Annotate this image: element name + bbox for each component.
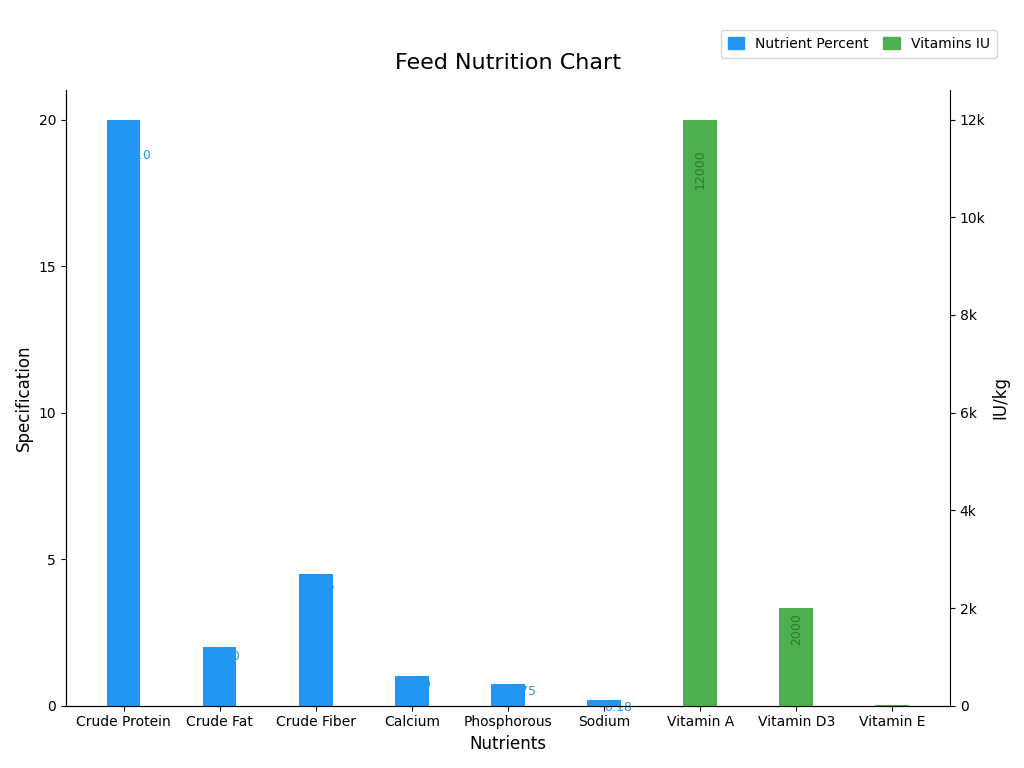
Text: 12000: 12000	[693, 149, 707, 189]
Bar	[203, 647, 237, 706]
Bar	[106, 120, 140, 706]
Text: 20.0: 20.0	[124, 149, 152, 162]
X-axis label: Nutrients: Nutrients	[469, 735, 547, 753]
Text: 4.5: 4.5	[315, 581, 336, 594]
Text: 2.0: 2.0	[220, 650, 240, 663]
Y-axis label: Specification: Specification	[15, 345, 33, 452]
Bar	[395, 677, 429, 706]
Text: 0.18: 0.18	[604, 700, 632, 713]
Text: 1.0: 1.0	[412, 678, 432, 691]
Bar	[492, 684, 524, 706]
Bar	[683, 120, 717, 706]
Legend: Nutrient Percent, Vitamins IU: Nutrient Percent, Vitamins IU	[721, 30, 996, 58]
Bar	[876, 705, 909, 706]
Bar	[299, 574, 333, 706]
Bar	[779, 608, 813, 706]
Y-axis label: IU/kg: IU/kg	[991, 376, 1009, 419]
Bar	[587, 700, 621, 706]
Text: 0.75: 0.75	[508, 685, 536, 698]
Title: Feed Nutrition Chart: Feed Nutrition Chart	[395, 54, 621, 74]
Text: 2000: 2000	[790, 613, 803, 645]
